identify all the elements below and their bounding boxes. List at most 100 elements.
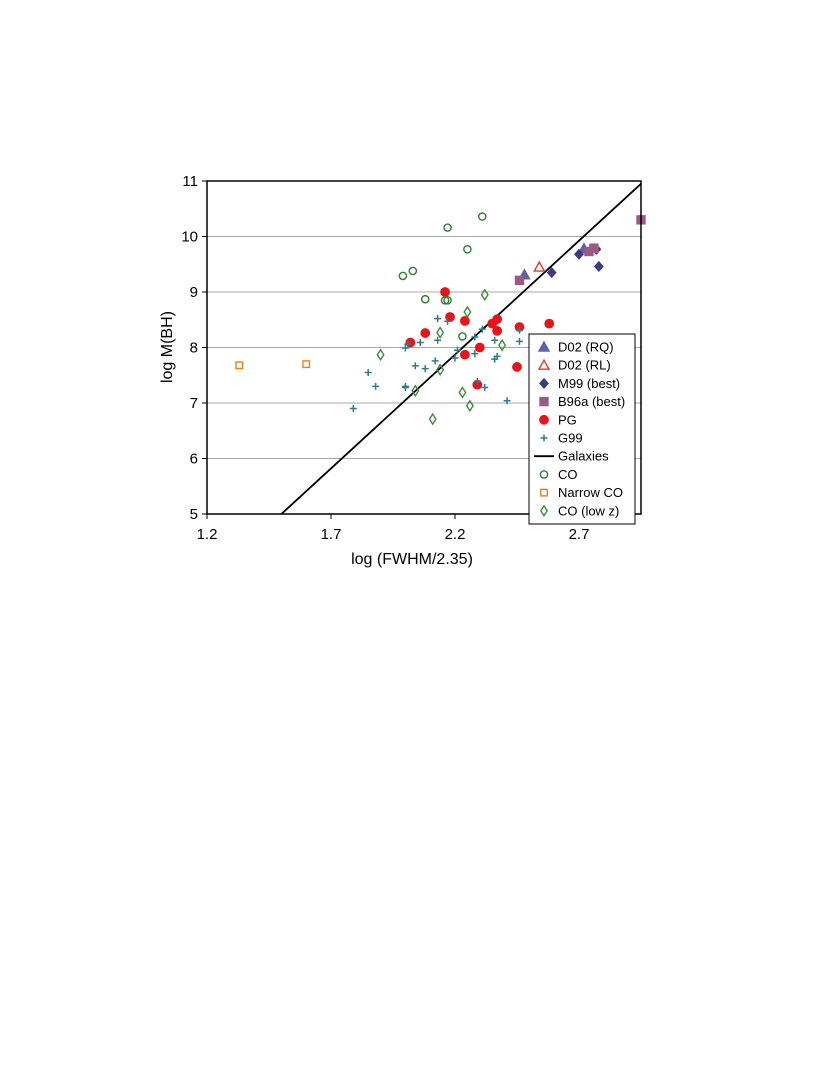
data-point [589,243,599,253]
x-tick-label: 2.2 [445,526,466,543]
legend-symbol [540,488,548,497]
data-point [453,346,461,354]
legend-symbol [539,396,549,407]
x-axis-ticks: 1.2 1.7 2.2 2.7 [197,514,590,543]
data-point [451,354,459,362]
data-point [498,338,507,352]
data-point [493,352,501,360]
data-point [574,248,584,260]
data-marks [235,212,646,426]
data-point [473,377,481,385]
y-axis-title: log M(BH) [159,311,176,383]
data-point [515,337,523,345]
data-point [471,350,479,358]
y-tick-label: 9 [190,284,198,301]
series-co [398,212,487,341]
x-tick-label: 1.7 [321,526,342,543]
series-co-low-z [376,288,507,426]
series-d02-rl [533,260,546,272]
x-tick-label: 2.7 [569,526,590,543]
data-point [460,315,470,326]
legend-symbol [539,470,549,479]
data-point [401,383,409,391]
legend-entry: M99 (best) [539,376,620,391]
data-point [444,317,452,325]
data-point [416,339,424,347]
data-point [514,275,525,286]
data-point [512,362,522,372]
x-tick-label: 1.2 [197,526,218,543]
data-point [434,336,442,344]
data-point [491,336,499,344]
data-point [428,412,437,426]
data-point [431,357,439,365]
data-point [398,271,408,281]
data-point [515,326,523,334]
legend-symbol [539,504,549,518]
data-point [458,386,467,399]
y-axis-ticks: 5 6 7 8 9 10 11 [181,173,207,523]
legend-entry: Galaxies [534,449,609,464]
legend-entry: D02 (RQ) [537,340,614,355]
legend-label: Galaxies [558,449,609,464]
data-point [544,318,555,329]
legend-label: M99 (best) [558,376,620,391]
y-tick-label: 11 [182,173,198,190]
legend-entry: CO [539,467,578,482]
legend-symbol [540,434,548,442]
data-point [302,360,311,369]
legend-symbol [539,414,549,425]
data-point [364,368,372,376]
data-point [593,260,604,273]
data-point [471,333,479,341]
legend-label: D02 (RL) [558,358,611,373]
data-point [481,383,489,391]
series-narrow-co [235,360,311,370]
data-point [401,344,409,352]
galaxies-fit-line [280,183,642,515]
data-point [478,325,486,333]
data-point [420,294,430,304]
data-point [463,244,472,254]
data-point [460,349,470,360]
legend-label: PG [558,412,577,427]
data-point [480,288,489,302]
data-point [443,296,452,305]
data-point [477,212,487,221]
data-point [463,305,472,319]
y-tick-label: 7 [190,395,198,412]
legend-entry: Narrow CO [540,485,623,500]
data-point [474,342,485,353]
legend-symbol [537,358,551,370]
data-point [443,223,452,232]
data-point [492,325,503,336]
legend-symbol [537,340,551,352]
data-point [411,384,420,398]
legend-symbol [539,377,549,389]
y-tick-label: 5 [190,506,198,523]
data-point [546,267,557,279]
data-point [411,362,419,370]
x-axis-title: log (FWHM/2.35) [351,551,473,568]
data-point [533,260,546,272]
legend-label: CO [558,467,578,482]
legend-entry: PG [539,412,577,427]
y-tick-label: 10 [181,229,198,246]
data-point [421,365,429,373]
data-point [458,332,467,341]
data-point [436,326,445,339]
legend-label: Narrow CO [558,485,623,500]
data-point [376,348,385,362]
data-point [436,363,445,376]
legend-entry: B96a (best) [539,394,625,409]
data-point [440,296,450,305]
legend: D02 (RQ) D02 (RL) M99 (best) B96a (best) PG G… [528,333,636,525]
data-point [465,399,474,413]
legend-label: CO (low z) [558,503,619,518]
legend-label: D02 (RQ) [558,340,614,355]
legend-label: B96a (best) [558,394,625,409]
legend-entry: G99 [540,431,583,446]
data-point [404,340,412,348]
data-point [235,361,244,370]
